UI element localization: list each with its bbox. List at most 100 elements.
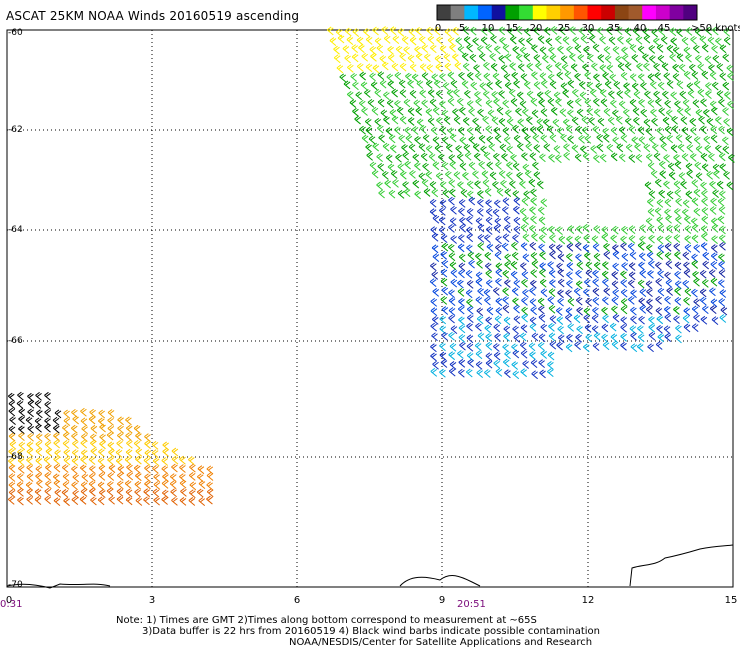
wind-barb [487,26,495,36]
wind-barb [452,26,459,36]
wind-barb [440,277,448,287]
wind-barb [474,342,482,352]
wind-barb [678,172,686,181]
wind-barb [664,252,672,261]
wind-barb [710,252,718,262]
wind-barb [723,171,730,180]
lon-label: 12 [581,595,595,606]
wind-barb [638,297,646,307]
wind-barb [718,234,726,244]
wind-barb [80,407,87,417]
wind-barb [684,235,691,244]
wind-barb [419,125,427,134]
wind-barb [464,89,471,99]
wind-barb [337,34,345,44]
wind-barb [611,340,619,350]
wind-barb [439,199,447,209]
wind-barb [441,259,449,269]
wind-barb [632,107,640,116]
wind-barb [63,417,71,427]
wind-barb [682,199,690,209]
wind-barb [475,271,483,281]
wind-barb [449,160,457,170]
wind-barb [537,297,545,307]
wind-barb [389,26,397,36]
wind-barb [547,296,555,305]
wind-barb [360,81,368,91]
wind-barb [153,481,161,490]
wind-barb [80,488,88,497]
wind-barb [658,107,665,117]
wind-barb [476,315,484,325]
wind-barb [206,472,214,481]
wind-barb [469,53,477,63]
wind-barb [620,134,628,143]
wind-barb [529,351,536,360]
wind-barb [657,244,665,254]
wind-barb [478,52,486,62]
wind-barb [133,464,141,474]
wind-barb [439,126,447,135]
wind-barb [53,463,61,473]
wind-barb [516,142,524,152]
wind-barb [666,190,674,200]
wind-barb [539,369,546,379]
wind-barb [637,333,645,343]
wind-barb [609,73,617,83]
note-line-3: NOAA/NESDIS/Center for Satellite Applica… [289,637,593,648]
wind-barb [476,207,484,217]
wind-barb [492,180,499,190]
wind-barb [449,43,456,53]
wind-barb [480,36,488,46]
wind-barb [684,243,692,253]
wind-barb [115,448,123,458]
wind-barb [369,45,377,55]
wind-barb [458,269,465,279]
wind-barb [349,99,357,108]
wind-barb [377,71,385,80]
wind-barb [465,368,473,378]
wind-barb [719,289,727,298]
wind-barb [407,117,415,126]
wind-barb [143,456,151,466]
wind-barb [511,241,518,251]
wind-barb [466,342,474,352]
wind-barb [179,464,186,473]
wind-barb [411,126,419,135]
wind-barb [439,351,447,361]
wind-barb [650,80,657,90]
wind-barb [676,53,684,63]
wind-barb [664,271,671,281]
wind-barb [98,448,105,458]
wind-barb [125,416,132,426]
wind-barb [682,98,690,108]
wind-barb [582,63,589,73]
wind-barb [509,62,516,71]
wind-barb [493,98,500,107]
wind-barb [530,359,538,369]
wind-barb [71,496,79,506]
wind-barb [646,251,654,261]
wind-barb [638,315,645,325]
wind-barb [548,304,556,314]
coastline-left [6,583,111,589]
wind-barb [545,64,553,73]
wind-barb [602,127,609,137]
wind-barb [657,54,665,64]
wind-barb [683,323,691,333]
wind-barb [533,144,541,153]
wind-barb [414,162,421,171]
wind-barb [643,143,651,153]
wind-barb [718,152,726,162]
wind-barb [662,116,670,126]
wind-barb [53,456,60,465]
wind-barb [640,108,648,118]
wind-barb [597,117,605,127]
wind-barb [675,134,683,143]
wind-barb [566,235,573,245]
wind-barb [18,415,25,425]
wind-barb [617,35,624,45]
wind-barb [603,287,611,297]
wind-barb [439,368,446,378]
wind-barb [644,181,652,191]
